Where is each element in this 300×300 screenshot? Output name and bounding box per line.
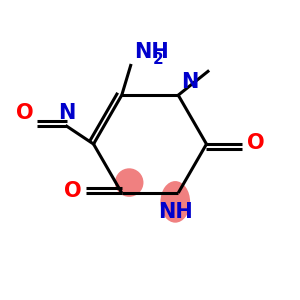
Text: N: N [58,103,76,123]
Circle shape [115,168,143,197]
Text: NH: NH [134,43,168,62]
Text: O: O [16,103,34,123]
Text: 2: 2 [153,52,164,67]
Text: NH: NH [158,202,193,222]
Text: N: N [181,72,199,92]
Ellipse shape [160,181,190,223]
Text: O: O [247,133,264,153]
Text: O: O [64,182,82,202]
